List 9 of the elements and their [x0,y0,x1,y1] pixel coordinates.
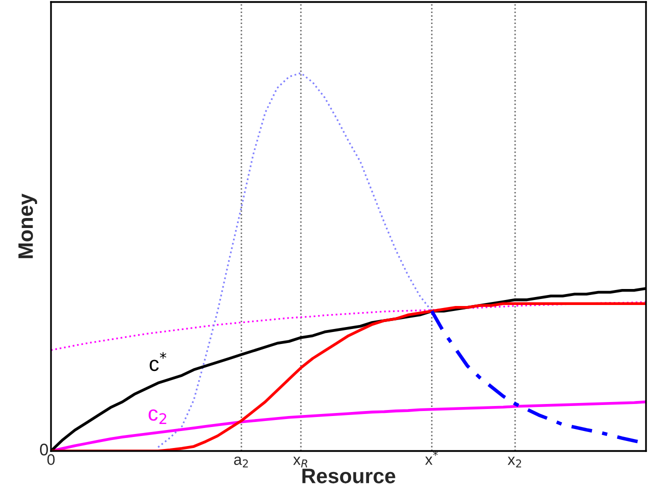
x-tick-label: a$_{2}$ [234,456,248,468]
y-axis-title: Money [18,194,38,258]
x-tick-label: x$_{R}$ [293,456,308,468]
series-label: c$^{*}$ [150,352,166,372]
x-tick-label: 0 [47,454,55,465]
x-tick-label: x$_{2}$ [508,456,522,468]
series-label: c$_{2}$ [148,409,166,424]
text: 0 [40,444,48,456]
x-axis-title: Resource [302,468,396,484]
